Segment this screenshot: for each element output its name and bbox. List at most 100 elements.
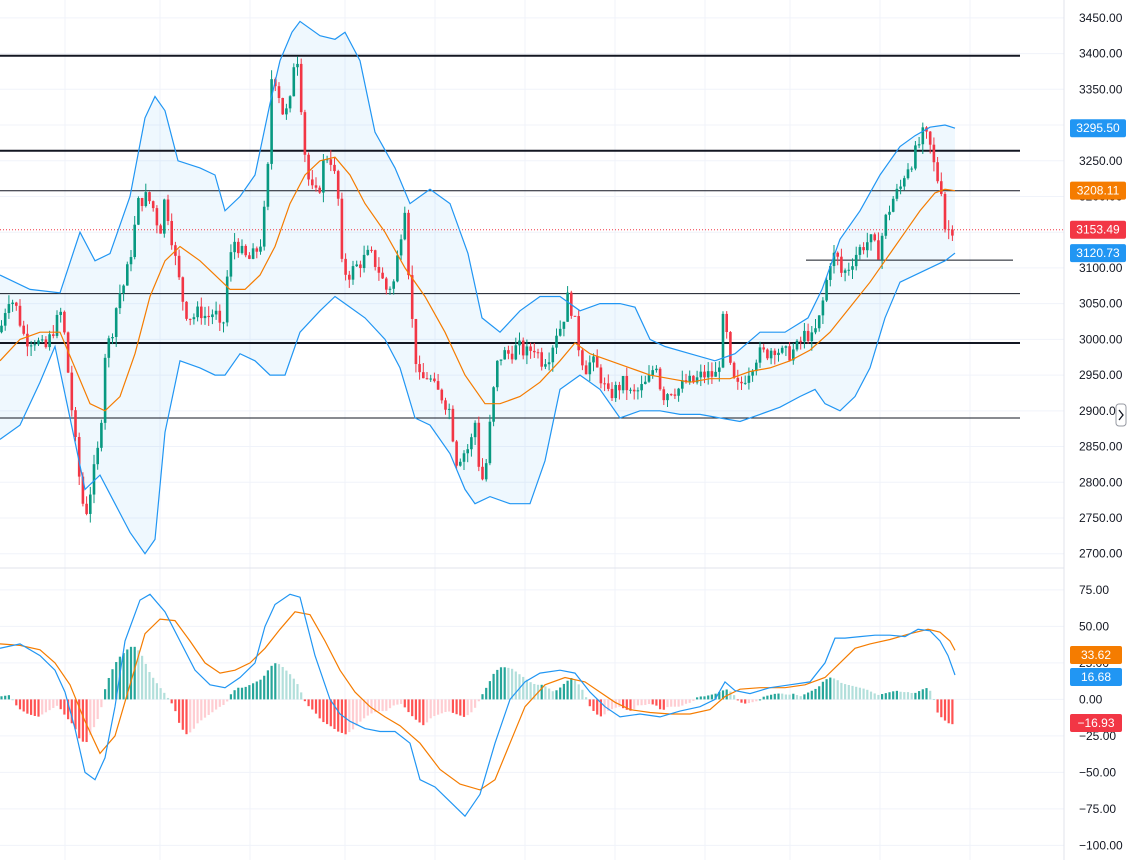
candle-body — [658, 368, 662, 390]
price-axis[interactable]: 3450.003400.003350.003300.003250.003200.… — [1079, 11, 1123, 853]
candle-body — [732, 362, 736, 378]
candle — [170, 213, 173, 250]
candle — [251, 243, 255, 260]
candle-body — [477, 422, 481, 467]
candle — [533, 342, 536, 358]
candle — [514, 337, 518, 361]
candle-body — [74, 410, 77, 438]
scroll-to-realtime-button[interactable] — [1115, 403, 1127, 427]
histogram-bar — [451, 699, 454, 713]
candle — [200, 297, 203, 325]
candle-body — [466, 449, 469, 454]
histogram-bar — [751, 699, 754, 703]
histogram-bar — [744, 699, 747, 704]
candle-body — [599, 367, 603, 384]
histogram-bar — [840, 682, 843, 700]
candle-body — [743, 382, 747, 384]
candle-body — [792, 349, 795, 361]
histogram-bar — [115, 662, 118, 700]
candle-body — [48, 334, 51, 348]
candle — [259, 239, 262, 255]
histogram-bar — [133, 646, 136, 700]
histogram-bar — [666, 699, 669, 708]
candle — [910, 166, 913, 173]
candle — [462, 450, 466, 470]
candle-body — [296, 63, 299, 68]
histogram-bar — [862, 688, 865, 700]
candle — [385, 276, 388, 295]
histogram-bar — [388, 699, 392, 709]
price-badge: 3208.11 — [1070, 181, 1126, 200]
indicator-badge: 16.68 — [1070, 668, 1122, 686]
candle — [795, 339, 799, 352]
candle — [307, 152, 310, 186]
candle — [788, 342, 791, 362]
candle — [621, 375, 625, 394]
histogram-bar — [74, 699, 77, 730]
candle — [755, 359, 758, 376]
histogram-bar — [363, 699, 366, 719]
candle — [292, 63, 296, 97]
oscillator-tick-label: 0.00 — [1079, 692, 1103, 706]
candle-body — [392, 281, 395, 289]
candle-body — [795, 340, 799, 350]
candle — [410, 265, 414, 328]
candle — [736, 369, 740, 390]
histogram-bar — [448, 699, 451, 712]
candle — [873, 232, 876, 242]
histogram-bar — [385, 699, 388, 711]
candle-body — [503, 350, 506, 360]
candle-body — [669, 394, 673, 396]
histogram-bar — [211, 699, 214, 713]
histogram-bar — [740, 699, 743, 703]
candle-body — [788, 346, 791, 361]
candle — [481, 458, 484, 481]
candle-body — [200, 306, 203, 319]
candle-body — [100, 422, 103, 448]
candle-body — [603, 383, 606, 385]
candle-body — [85, 503, 88, 514]
histogram-bar — [189, 699, 192, 733]
candle-body — [921, 127, 925, 145]
histogram-bar — [799, 696, 802, 700]
bollinger-lower-line — [0, 252, 956, 555]
candle-body — [629, 389, 632, 391]
histogram-bar — [947, 699, 950, 724]
candle-body — [262, 206, 266, 247]
histogram-bar — [507, 667, 510, 700]
candle — [3, 308, 7, 331]
candle — [895, 183, 899, 202]
price-tick-label: 2900.00 — [1079, 404, 1123, 418]
candle — [181, 276, 185, 311]
candle — [74, 406, 77, 442]
histogram-bar — [285, 670, 288, 700]
candle — [255, 246, 259, 259]
histogram-bar — [869, 691, 873, 700]
candle — [422, 363, 425, 379]
histogram-bar — [858, 687, 861, 700]
candle — [203, 306, 207, 325]
candle-body — [947, 229, 950, 231]
candle-body — [192, 317, 196, 320]
histogram-bar — [525, 679, 528, 700]
candle-body — [0, 325, 3, 333]
histogram-bar — [832, 678, 836, 700]
candle — [351, 260, 355, 285]
candle-body — [22, 325, 25, 334]
histogram-bar — [407, 699, 410, 713]
candle — [581, 347, 584, 371]
histogram-bar — [200, 699, 203, 721]
candle — [577, 310, 580, 357]
candle — [77, 432, 81, 486]
price-badge: 3295.50 — [1070, 119, 1126, 138]
price-tick-label: 3050.00 — [1079, 297, 1123, 311]
candle-body — [725, 313, 728, 333]
candle-body — [651, 370, 654, 376]
candle — [433, 372, 436, 383]
histogram-bar — [522, 676, 525, 700]
histogram-bar — [585, 697, 588, 700]
candle — [492, 386, 495, 427]
candle — [862, 242, 865, 255]
candle-body — [3, 313, 7, 326]
histogram-bar — [466, 699, 469, 716]
